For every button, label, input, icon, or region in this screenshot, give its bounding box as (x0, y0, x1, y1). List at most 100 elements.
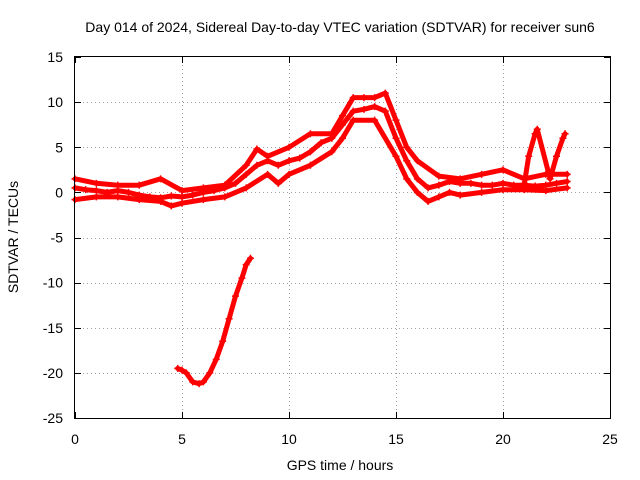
series-path (72, 117, 570, 209)
data-point (114, 181, 122, 189)
y-tick-label: -20 (43, 365, 63, 381)
data-point (167, 202, 175, 210)
data-point (195, 380, 203, 388)
data-point (206, 369, 214, 377)
data-point (157, 175, 165, 183)
data-point (349, 107, 357, 115)
data-point (392, 152, 400, 160)
data-point (174, 364, 182, 372)
series-late-day-spikes (520, 125, 569, 187)
series-lower-envelope (71, 116, 571, 210)
data-point (92, 179, 100, 187)
data-point (238, 274, 246, 282)
y-tick-label: -5 (51, 230, 64, 246)
data-point (531, 130, 539, 138)
data-point (242, 184, 250, 192)
data-point (546, 175, 554, 183)
y-tick-label: -10 (43, 275, 63, 291)
data-point (317, 139, 325, 147)
y-tick-label: -15 (43, 320, 63, 336)
data-point (296, 154, 304, 162)
data-point (264, 170, 272, 178)
data-point (178, 199, 186, 207)
data-point (92, 193, 100, 201)
data-point (246, 254, 254, 262)
y-tick-label: -25 (43, 410, 63, 426)
series-isolated-arc (174, 254, 254, 388)
data-point (403, 143, 411, 151)
data-point (178, 187, 186, 195)
series-path (521, 126, 568, 186)
data-point (221, 193, 229, 201)
data-point (285, 143, 293, 151)
data-point (225, 315, 233, 323)
data-point (199, 378, 207, 386)
data-point (219, 337, 227, 345)
data-point (520, 186, 528, 194)
data-point (339, 134, 346, 142)
x-tick-label: 0 (71, 431, 79, 447)
data-point (520, 179, 528, 187)
data-point (339, 121, 346, 129)
y-tick-label: 10 (47, 94, 63, 110)
data-point (125, 188, 132, 196)
series-upper-envelope (71, 89, 571, 195)
data-point (232, 179, 239, 187)
y-tick-labels: -25 -20 -15 -10 -5 0 5 10 15 (43, 49, 63, 426)
data-point (306, 148, 314, 156)
y-tick-label: 15 (47, 49, 63, 65)
data-point (542, 187, 550, 195)
data-point (478, 170, 486, 178)
data-point (189, 378, 197, 386)
data-point (435, 172, 443, 180)
y-axis-label: SDTVAR / TECUs (5, 181, 21, 293)
data-point (328, 148, 336, 156)
data-point (274, 179, 282, 187)
data-point (349, 116, 357, 124)
data-point (360, 105, 368, 113)
axis-ticks (75, 57, 611, 419)
data-point (553, 152, 560, 160)
data-point (253, 145, 261, 153)
data-point (435, 181, 443, 189)
data-point (178, 193, 186, 201)
data-point (360, 94, 368, 102)
data-point (403, 157, 411, 165)
x-tick-label: 5 (178, 431, 186, 447)
x-tick-label: 10 (281, 431, 297, 447)
x-axis-label: GPS time / hours (287, 457, 394, 473)
data-point (221, 181, 229, 189)
data-point (424, 197, 432, 205)
data-point (533, 125, 541, 133)
data-point (456, 191, 464, 199)
x-tick-labels: 0 5 10 15 20 25 (71, 431, 618, 447)
data-point (135, 196, 143, 204)
data-point (285, 170, 293, 178)
data-point (563, 184, 571, 192)
data-point (561, 130, 569, 138)
data-point (553, 179, 560, 187)
series-path (175, 255, 253, 387)
plot-frame (74, 56, 611, 419)
data-point (488, 181, 496, 189)
data-point (413, 175, 421, 183)
data-point (381, 107, 389, 115)
data-point (189, 191, 197, 199)
data-point (371, 116, 379, 124)
data-point (264, 152, 272, 160)
data-point (199, 184, 207, 192)
data-point (478, 181, 486, 189)
data-point (499, 179, 507, 187)
data-point (242, 261, 250, 269)
data-point (456, 175, 464, 183)
chart-title: Day 014 of 2024, Sidereal Day-to-day VTE… (85, 19, 595, 35)
data-point (392, 134, 400, 142)
data-point (435, 193, 443, 201)
x-tick-label: 15 (388, 431, 404, 447)
data-point (306, 161, 314, 169)
data-point (82, 186, 90, 194)
data-point (339, 112, 346, 120)
data-point (525, 152, 533, 160)
data-point (135, 181, 143, 189)
data-point (306, 130, 314, 138)
